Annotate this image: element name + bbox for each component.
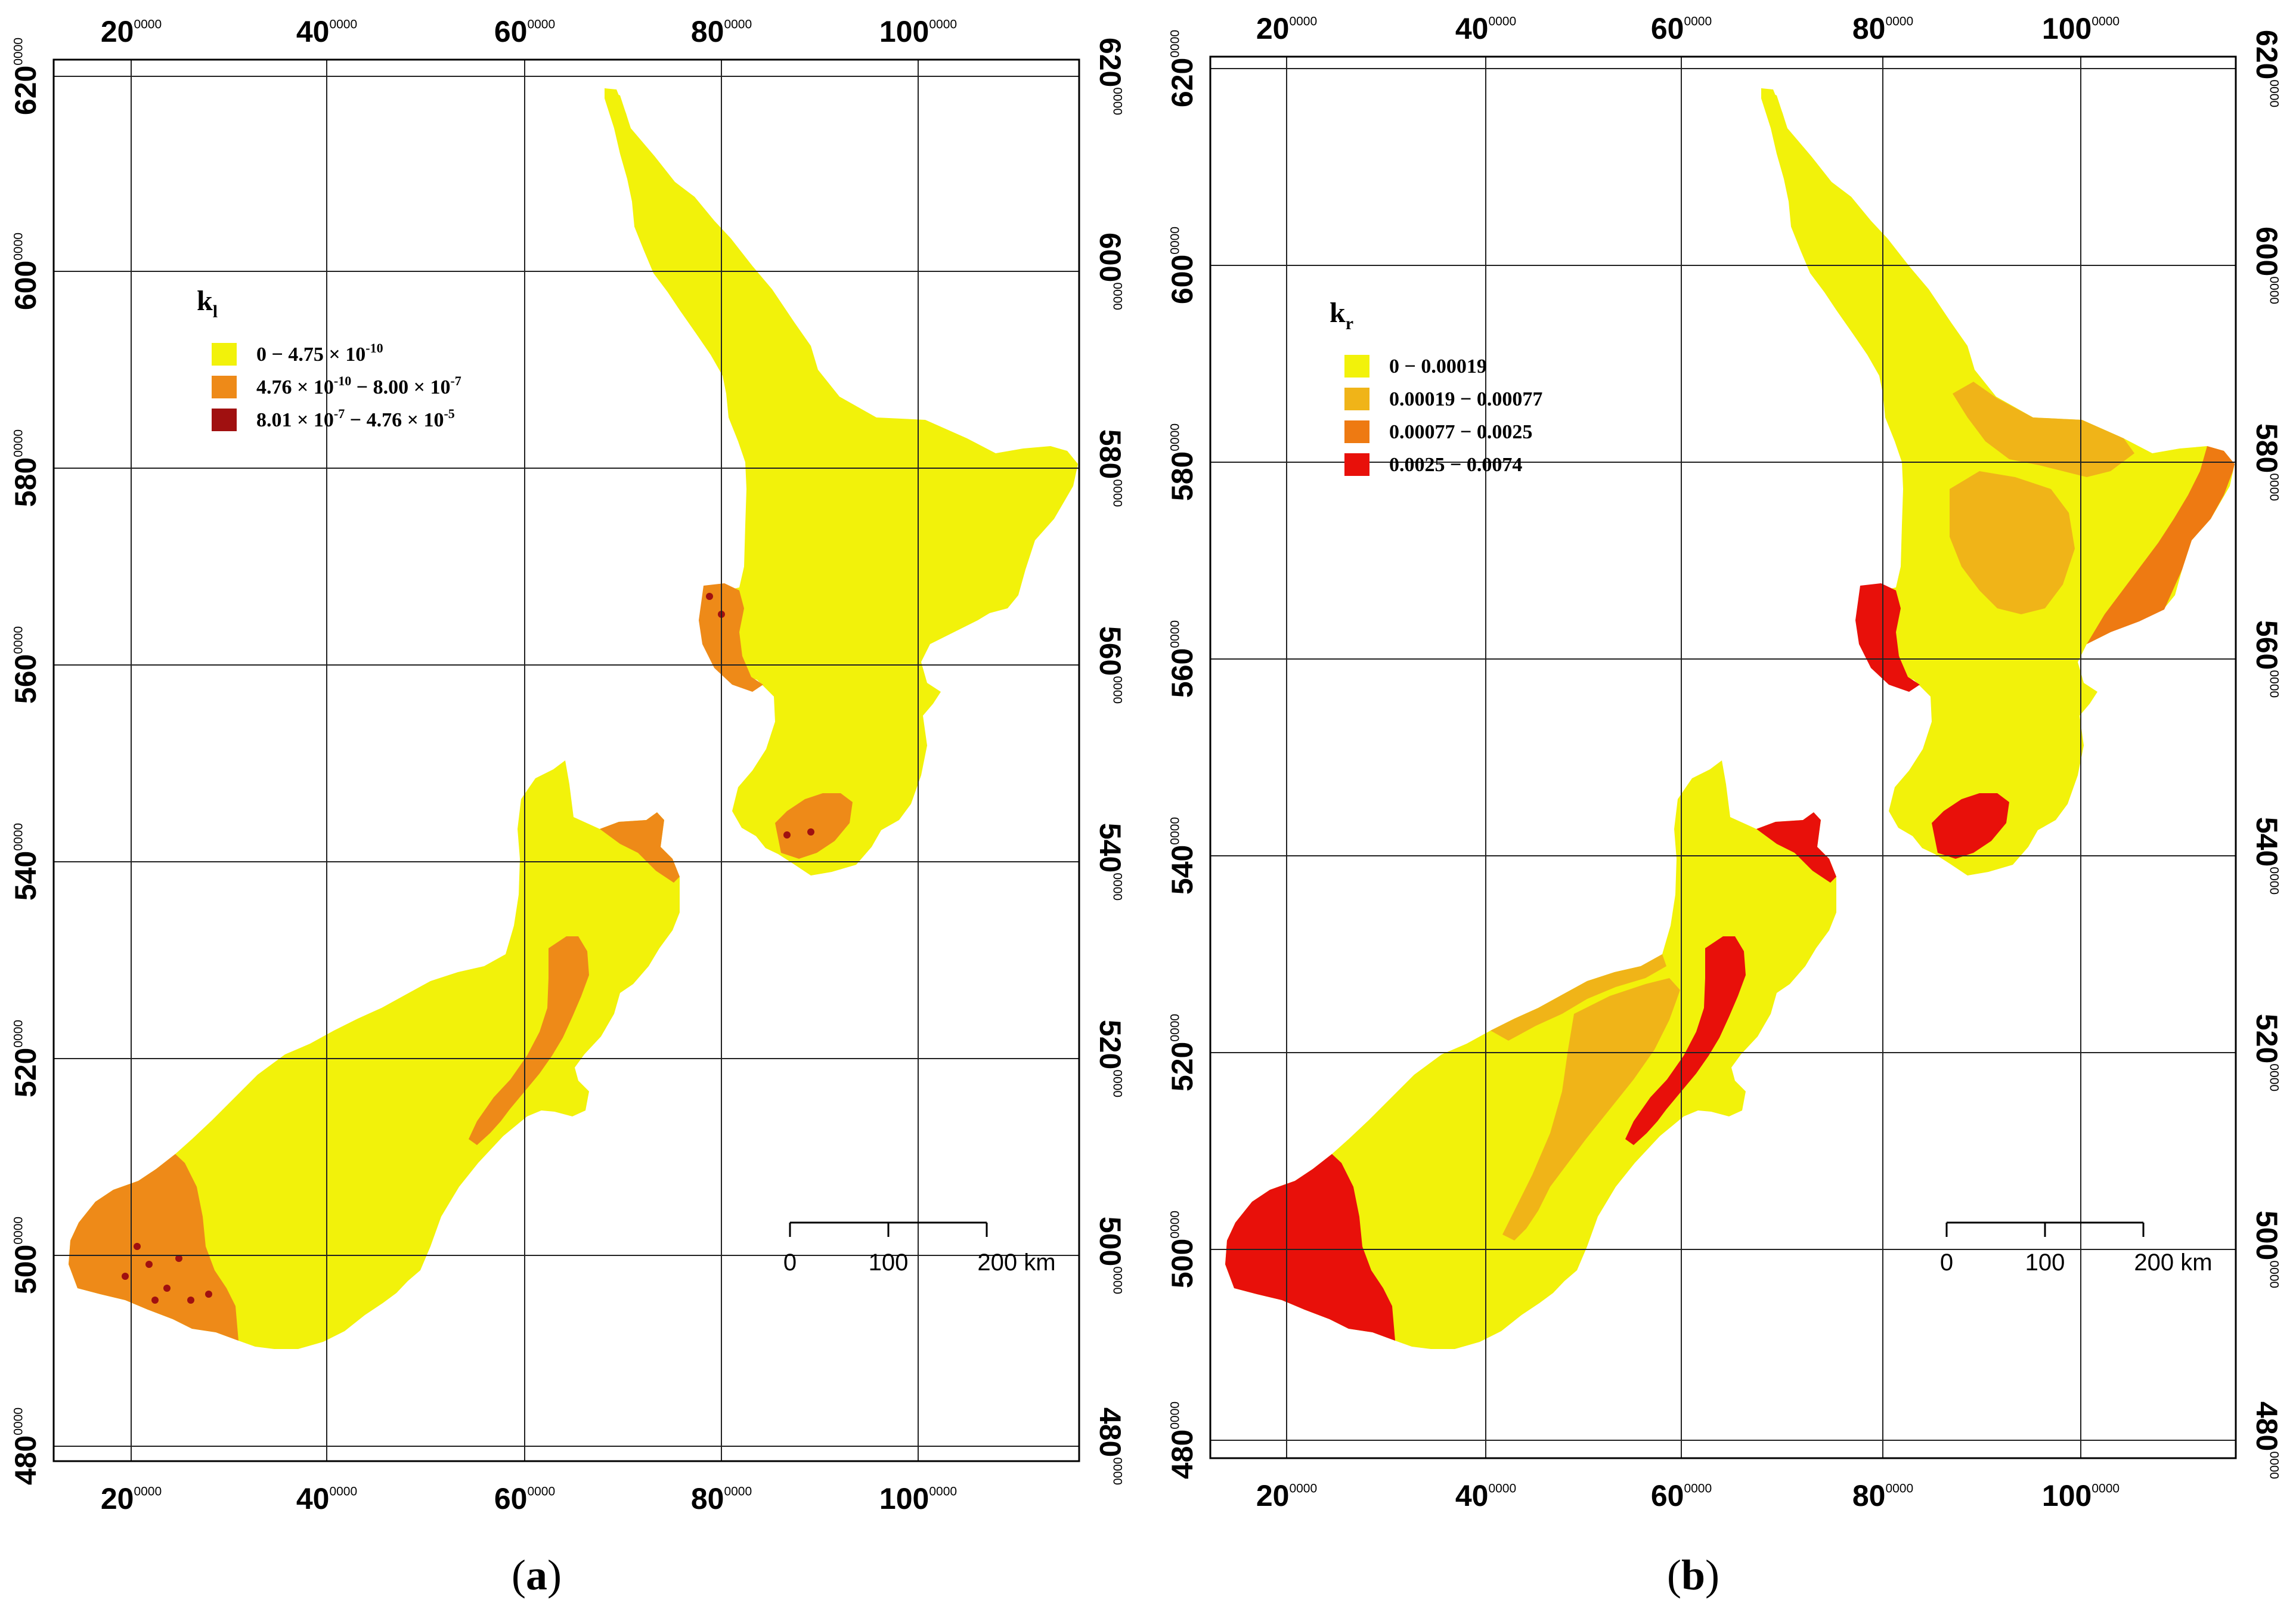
scale-bar-label: 100 [869, 1249, 909, 1276]
legend-item-label: 0.00077 − 0.0025 [1389, 421, 1532, 443]
y-tick-label-left: 6200000 [9, 38, 42, 115]
legend-swatch [212, 376, 237, 398]
panel-caption: (a) [512, 1551, 562, 1599]
y-tick-label-left: 6200000 [1166, 30, 1199, 107]
y-tick-label-right: 5600000 [2250, 620, 2283, 698]
coordinate-labels: 200000 200000 400000 400000 600000 600000 8000… [1166, 12, 2283, 1512]
legend-swatch [1344, 388, 1369, 410]
y-tick-label-left: 5000000 [1166, 1211, 1199, 1288]
y-tick-label-left: 5800000 [1166, 423, 1199, 501]
x-tick-label-top: 600000 [1651, 12, 1712, 45]
y-tick-label-left: 5600000 [9, 626, 42, 704]
legend-title: kr [1330, 297, 1353, 333]
legend-swatch [1344, 420, 1369, 443]
y-tick-label-left: 5200000 [9, 1020, 42, 1097]
scale-bar-label: 200 km [2134, 1249, 2212, 1276]
legend-swatch [1344, 453, 1369, 476]
panel-caption: (b) [1667, 1551, 1719, 1599]
legend-item-label: 0.00019 − 0.00077 [1389, 388, 1542, 410]
y-tick-label-right: 6000000 [1093, 233, 1127, 310]
x-tick-label-bottom: 800000 [1852, 1479, 1913, 1512]
y-tick-label-left: 5600000 [1166, 620, 1199, 698]
y-tick-label-right: 5400000 [2250, 817, 2283, 895]
x-tick-label-bottom: 200000 [101, 1482, 162, 1515]
x-tick-label-bottom: 800000 [691, 1482, 752, 1515]
y-tick-label-right: 5600000 [1093, 626, 1127, 704]
legend: kl 0 − 4.75 × 10-10 4.76 × 10-10 − 8.00 × … [197, 285, 461, 431]
high-class-speckles [122, 593, 814, 1304]
y-tick-label-right: 4800000 [2250, 1402, 2283, 1479]
graticule [54, 60, 1079, 1461]
x-tick-label-top: 600000 [494, 15, 555, 48]
x-tick-label-bottom: 1000000 [2042, 1479, 2120, 1512]
x-tick-label-bottom: 400000 [296, 1482, 357, 1515]
legend: kr 0 − 0.00019 0.00019 − 0.00077 0.00077 − … [1330, 297, 1542, 476]
x-tick-label-top: 800000 [1852, 12, 1913, 45]
x-tick-label-bottom: 600000 [494, 1482, 555, 1515]
scale-bar-label: 0 [1940, 1249, 1953, 1276]
legend-item-label: 8.01 × 10-7 − 4.76 × 10-5 [256, 406, 455, 431]
y-tick-label-right: 5000000 [1093, 1217, 1127, 1294]
y-tick-label-left: 4800000 [9, 1407, 42, 1485]
y-tick-label-left: 5400000 [1166, 817, 1199, 895]
graticule [1210, 57, 2236, 1458]
map-land [1225, 88, 2235, 1349]
x-tick-label-top: 200000 [1256, 12, 1317, 45]
legend-swatch [1344, 355, 1369, 378]
scale-bar [1945, 1221, 2145, 1237]
x-tick-label-bottom: 200000 [1256, 1479, 1317, 1512]
y-tick-label-right: 5400000 [1093, 823, 1127, 901]
y-tick-label-right: 6200000 [1093, 38, 1127, 115]
coordinate-labels: 200000 200000 400000 400000 600000 600000 8000… [9, 15, 1127, 1515]
y-tick-label-left: 6000000 [9, 233, 42, 310]
x-tick-label-bottom: 1000000 [879, 1482, 957, 1515]
map-frame [1209, 55, 2237, 1459]
map-land [69, 88, 1078, 1349]
x-tick-label-bottom: 400000 [1455, 1479, 1516, 1512]
y-tick-label-right: 5200000 [1093, 1020, 1127, 1097]
y-tick-label-right: 4800000 [1093, 1407, 1127, 1485]
north-island-shape [605, 88, 1078, 875]
legend-swatch [212, 343, 237, 366]
legend-swatch [212, 409, 237, 431]
y-tick-label-right: 5200000 [2250, 1014, 2283, 1091]
x-tick-label-top: 1000000 [879, 15, 957, 48]
y-tick-label-right: 6200000 [2250, 30, 2283, 107]
captions: (a) (b) [512, 1551, 1719, 1599]
legend-item-label: 0 − 4.75 × 10-10 [256, 341, 383, 366]
y-tick-label-right: 5000000 [2250, 1211, 2283, 1288]
y-tick-label-left: 5000000 [9, 1217, 42, 1294]
y-tick-label-left: 4800000 [1166, 1402, 1199, 1479]
scale-bar-label: 200 km [977, 1249, 1055, 1276]
scale-bar-label: 0 [783, 1249, 797, 1276]
y-tick-label-right: 6000000 [2250, 227, 2283, 304]
panel-a: 200000 200000 400000 400000 600000 600000 8000… [9, 15, 1127, 1515]
panel-b: 200000 200000 400000 400000 600000 600000 8000… [1166, 12, 2283, 1512]
scale-bar [789, 1221, 988, 1237]
legend-title: kl [197, 285, 218, 321]
legend-item-label: 4.76 × 10-10 − 8.00 × 10-7 [256, 373, 461, 398]
x-tick-label-top: 800000 [691, 15, 752, 48]
y-tick-label-left: 6000000 [1166, 227, 1199, 304]
x-tick-label-top: 400000 [296, 15, 357, 48]
legend-item-label: 0 − 0.00019 [1389, 355, 1487, 378]
x-tick-label-top: 200000 [101, 15, 162, 48]
x-tick-label-bottom: 600000 [1651, 1479, 1712, 1512]
legend-item-label: 0.0025 − 0.0074 [1389, 454, 1522, 476]
scale-bar-label: 100 [2025, 1249, 2065, 1276]
y-tick-label-right: 5800000 [1093, 429, 1127, 507]
y-tick-label-right: 5800000 [2250, 423, 2283, 501]
y-tick-label-left: 5800000 [9, 429, 42, 507]
y-tick-label-left: 5200000 [1166, 1014, 1199, 1091]
x-tick-label-top: 1000000 [2042, 12, 2120, 45]
y-tick-label-left: 5400000 [9, 823, 42, 901]
map-frame [52, 58, 1080, 1462]
x-tick-label-top: 400000 [1455, 12, 1516, 45]
